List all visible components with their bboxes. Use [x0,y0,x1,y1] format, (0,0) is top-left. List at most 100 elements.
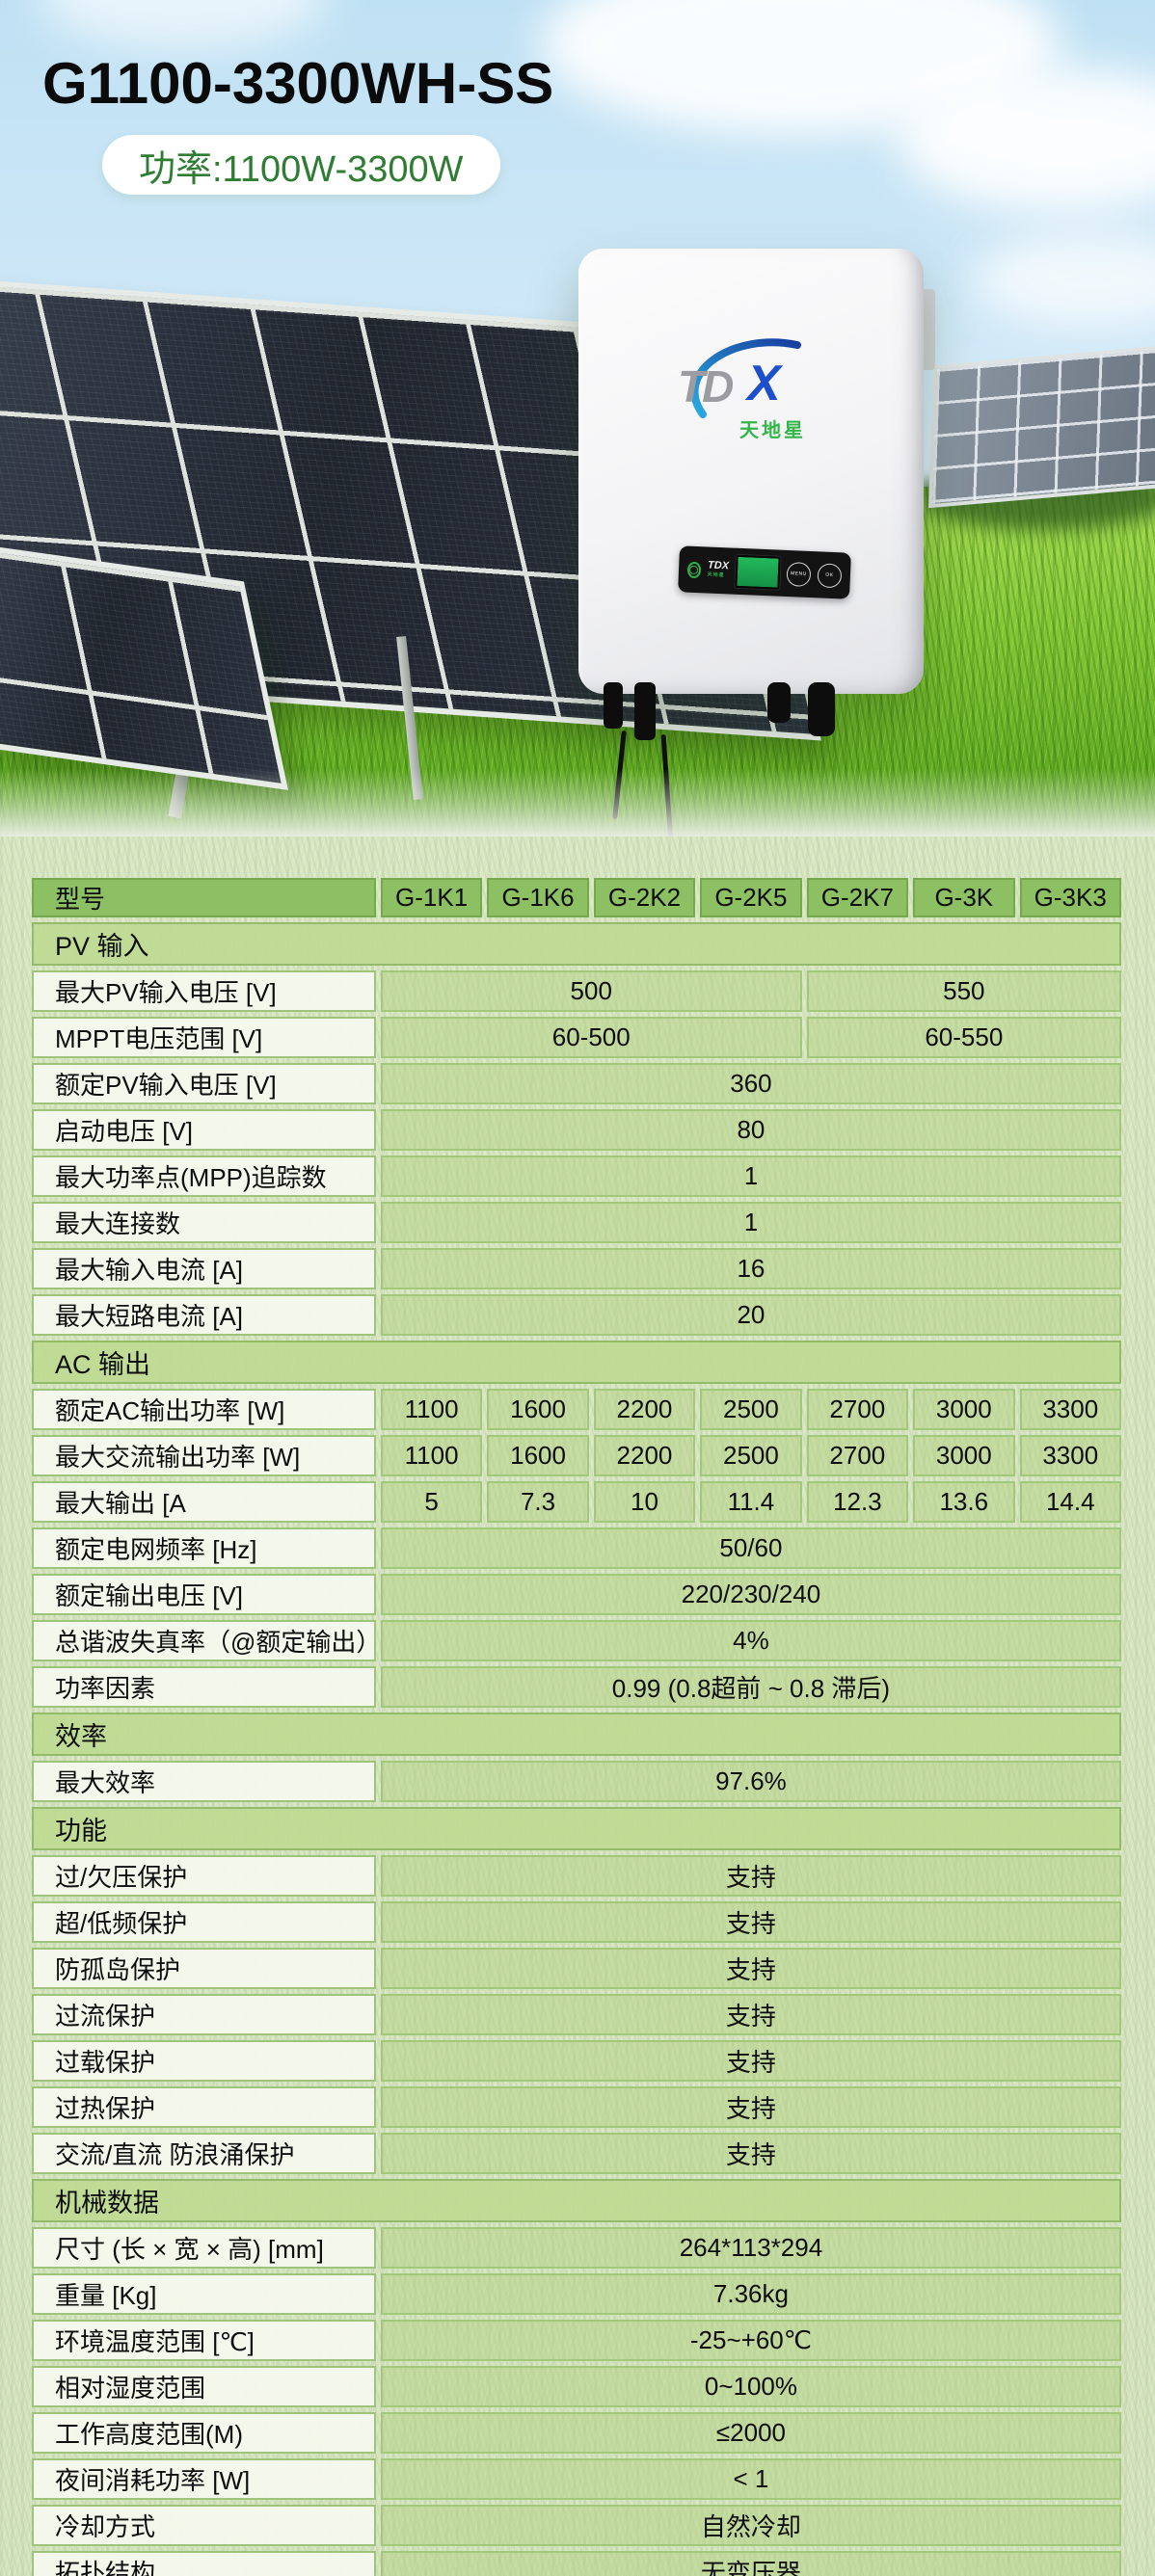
spec-row: 重量 [Kg] 7.36kg [32,2273,1121,2315]
spec-value: 支持 [380,1948,1121,1989]
hero-bottom-fade [0,769,1155,837]
spec-value: 2700 [806,1389,909,1430]
spec-label: 冷却方式 [32,2505,376,2546]
spec-value: 264*113*294 [380,2227,1121,2269]
spec-row: 额定电网频率 [Hz] 50/60 [32,1527,1121,1569]
spec-table: 型号 G-1K1 G-1K6 G-2K2 G-2K5 G-2K7 G-3K G-3K3 PV … [27,873,1126,2576]
spec-row: 相对湿度范围 0~100% [32,2366,1121,2407]
power-range-badge: 功率:1100W-3300W [102,135,500,195]
spec-value: 自然冷却 [380,2505,1121,2546]
cloud [39,0,328,48]
spec-row: 最大功率点(MPP)追踪数 1 [32,1155,1121,1197]
spec-row: 最大PV输入电压 [V] 500 550 [32,970,1121,1012]
spec-row: 最大短路电流 [A] 20 [32,1294,1121,1336]
spec-label: MPPT电压范围 [V] [32,1017,376,1058]
spec-label: 交流/直流 防浪涌保护 [32,2133,376,2174]
spec-row: 最大连接数 1 [32,1202,1121,1243]
spec-value: 2500 [700,1435,802,1476]
spec-row: 交流/直流 防浪涌保护 支持 [32,2133,1121,2174]
spec-label: 最大连接数 [32,1202,376,1243]
model-header-row: 型号 G-1K1 G-1K6 G-2K2 G-2K5 G-2K7 G-3K G-3K3 [32,878,1121,917]
spec-value: -25~+60℃ [380,2320,1121,2361]
logo-swoosh-icon [690,338,801,418]
section-title: PV 输入 [32,922,1121,966]
spec-row: 启动电压 [V] 80 [32,1109,1121,1151]
spec-label: 最大交流输出功率 [W] [32,1435,376,1476]
spec-value: 3300 [1019,1389,1121,1430]
spec-row: 冷却方式 自然冷却 [32,2505,1121,2546]
spec-value: 1100 [380,1435,483,1476]
section-title: AC 输出 [32,1341,1121,1384]
model-column-header: G-1K6 [487,878,589,917]
ac-connector [808,682,835,736]
lcd-screen [735,554,781,590]
spec-value: 20 [380,1294,1121,1336]
spec-value: 1 [380,1202,1121,1243]
spec-value: 3300 [1019,1435,1121,1476]
section-row: 机械数据 [32,2179,1121,2222]
spec-label: 最大输入电流 [A] [32,1248,376,1289]
model-column-header: G-3K [913,878,1015,917]
spec-value: 220/230/240 [380,1574,1121,1615]
spec-label: 额定PV输入电压 [V] [32,1063,376,1104]
spec-row: 总谐波失真率（@额定输出） 4% [32,1620,1121,1661]
spec-value: 支持 [380,2040,1121,2082]
spec-value: 支持 [380,1901,1121,1943]
section-row: AC 输出 [32,1341,1121,1384]
section-title: 功能 [32,1807,1121,1850]
power-range-text: 功率:1100W-3300W [139,148,464,190]
inverter-display-panel: TDX 天地星 MENU OK [678,545,851,599]
dc-connector [604,682,623,729]
spec-value: 60-550 [806,1017,1121,1058]
spec-label: 重量 [Kg] [32,2273,376,2315]
spec-value: 支持 [380,2133,1121,2174]
spec-label: 拓扑结构 [32,2551,376,2576]
spec-value: 16 [380,1248,1121,1289]
spec-label: 总谐波失真率（@额定输出） [32,1620,381,1661]
spec-value: 无变压器 [380,2551,1121,2576]
spec-label: 最大短路电流 [A] [32,1294,376,1336]
spec-value: 60-500 [380,1017,802,1058]
page-title: G1100-3300WH-SS [42,51,554,116]
spec-row: 最大交流输出功率 [W] 1100 1600 2200 2500 2700 3000 3300 [32,1435,1121,1476]
spec-value: 支持 [380,2086,1121,2128]
inverter-body [578,249,924,694]
spec-row: 过/欠压保护 支持 [32,1855,1121,1897]
spec-row: 夜间消耗功率 [W] < 1 [32,2458,1121,2500]
spec-value: 1100 [380,1389,483,1430]
spec-value: 7.3 [487,1481,589,1523]
menu-button: MENU [786,561,812,587]
spec-value: 支持 [380,1855,1121,1897]
spec-label: 过载保护 [32,2040,376,2082]
spec-value: 1600 [487,1389,589,1430]
spec-row: MPPT电压范围 [V] 60-500 60-550 [32,1017,1121,1058]
spec-value: 0~100% [380,2366,1121,2407]
spec-label: 启动电压 [V] [32,1109,376,1151]
inverter-device: TD X 天地星 TDX 天地星 MENU OK [578,249,935,837]
spec-value: 支持 [380,1994,1121,2035]
dc-connector [634,682,656,740]
spec-value: 7.36kg [380,2273,1121,2315]
spec-label: 额定AC输出功率 [W] [32,1389,376,1430]
status-ring-icon [686,561,702,578]
logo-chinese-text: 天地星 [739,420,806,441]
spec-row: 超/低频保护 支持 [32,1901,1121,1943]
logo-x-text: X [747,356,781,412]
spec-label: 相对湿度范围 [32,2366,376,2407]
spec-label: 最大PV输入电压 [V] [32,970,376,1012]
section-title: 效率 [32,1713,1121,1756]
spec-value: 50/60 [380,1527,1121,1569]
spec-value: ≤2000 [380,2412,1121,2454]
spec-value: 360 [380,1063,1121,1104]
hero-banner: G1100-3300WH-SS 功率:1100W-3300W TD [0,0,1155,837]
display-brand-text: TDX 天地星 [707,559,730,579]
spec-row: 尺寸 (长 × 宽 × 高) [mm] 264*113*294 [32,2227,1121,2269]
ac-connector [767,682,791,723]
spec-value: 12.3 [806,1481,909,1523]
spec-label: 超/低频保护 [32,1901,376,1943]
spec-label: 过热保护 [32,2086,376,2128]
spec-value: 80 [380,1109,1121,1151]
spec-value: 14.4 [1019,1481,1121,1523]
spec-label: 环境温度范围 [℃] [32,2320,376,2361]
